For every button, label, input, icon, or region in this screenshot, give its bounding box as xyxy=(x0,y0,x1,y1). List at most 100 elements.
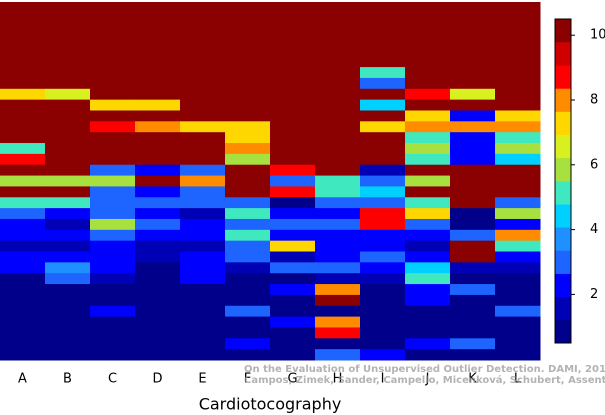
cell xyxy=(135,251,181,263)
cell xyxy=(45,2,91,14)
cell xyxy=(315,132,361,144)
cell xyxy=(270,175,316,187)
cell xyxy=(225,327,271,339)
cell xyxy=(0,45,46,57)
cell xyxy=(450,34,496,46)
cell xyxy=(270,23,316,36)
cell xyxy=(135,208,181,220)
cell xyxy=(270,77,316,90)
cell xyxy=(360,197,406,209)
cell xyxy=(225,45,271,57)
cell xyxy=(450,240,496,253)
cell xyxy=(90,251,136,263)
cell xyxy=(450,132,496,144)
cell xyxy=(225,2,271,14)
cell xyxy=(45,175,91,187)
cell xyxy=(225,121,271,133)
cell xyxy=(315,186,361,198)
cell xyxy=(405,186,451,198)
cell xyxy=(450,251,496,263)
cell xyxy=(405,284,451,296)
cell xyxy=(180,229,226,242)
cell xyxy=(315,327,361,339)
colorbar-tick-label: 4 xyxy=(590,222,598,237)
cell xyxy=(495,197,541,209)
cell xyxy=(405,164,451,177)
cell xyxy=(135,153,181,166)
cell xyxy=(405,45,451,57)
cell xyxy=(90,262,136,274)
cell xyxy=(405,23,451,36)
colorbar-band xyxy=(555,157,571,182)
cell xyxy=(90,294,136,307)
cell xyxy=(90,349,136,361)
cell xyxy=(360,2,406,14)
cell xyxy=(405,2,451,14)
cell xyxy=(405,34,451,46)
cell xyxy=(405,316,451,328)
cell xyxy=(45,67,91,79)
cell xyxy=(450,175,496,187)
cell xyxy=(360,284,406,296)
x-tick-label: A xyxy=(18,372,27,387)
cell xyxy=(450,284,496,296)
watermark: On the Evaluation of Unsupervised Outlie… xyxy=(244,364,605,375)
cell xyxy=(315,34,361,46)
cell xyxy=(495,2,541,14)
cell xyxy=(180,175,226,187)
cell xyxy=(180,208,226,220)
cell xyxy=(405,218,451,231)
cell xyxy=(45,273,91,285)
cell xyxy=(495,34,541,46)
cell xyxy=(0,164,46,177)
cell xyxy=(360,262,406,274)
colorbar-tick-label: 8 xyxy=(590,93,598,108)
cell xyxy=(495,45,541,57)
cell xyxy=(315,338,361,350)
cell xyxy=(90,240,136,253)
cell xyxy=(225,294,271,307)
cell xyxy=(135,132,181,144)
cell xyxy=(405,349,451,361)
cell xyxy=(450,229,496,242)
cell xyxy=(180,132,226,144)
cell xyxy=(405,327,451,339)
cell xyxy=(90,67,136,79)
cell xyxy=(180,34,226,46)
cell xyxy=(135,349,181,361)
cell xyxy=(90,12,136,25)
cell xyxy=(495,208,541,220)
cell xyxy=(450,67,496,79)
cell xyxy=(180,186,226,198)
cell xyxy=(315,56,361,68)
cell xyxy=(135,45,181,57)
cell xyxy=(135,273,181,285)
cell xyxy=(0,327,46,339)
cell xyxy=(0,110,46,122)
cell xyxy=(450,12,496,25)
cell xyxy=(495,12,541,25)
cell xyxy=(495,143,541,155)
cell xyxy=(225,34,271,46)
cell xyxy=(45,34,91,46)
cell xyxy=(360,240,406,253)
cell xyxy=(90,229,136,242)
cell xyxy=(270,305,316,318)
cell xyxy=(180,153,226,166)
cell xyxy=(0,229,46,242)
cell xyxy=(270,208,316,220)
cell xyxy=(315,284,361,296)
cell xyxy=(135,110,181,122)
cell xyxy=(360,175,406,187)
cell xyxy=(225,273,271,285)
cell xyxy=(90,23,136,36)
cell xyxy=(450,316,496,328)
cell xyxy=(225,240,271,253)
x-tick-label: J xyxy=(425,372,430,387)
cell xyxy=(0,77,46,90)
cell xyxy=(450,2,496,14)
cell xyxy=(0,12,46,25)
cell xyxy=(225,251,271,263)
cell xyxy=(180,88,226,101)
cell xyxy=(315,175,361,187)
